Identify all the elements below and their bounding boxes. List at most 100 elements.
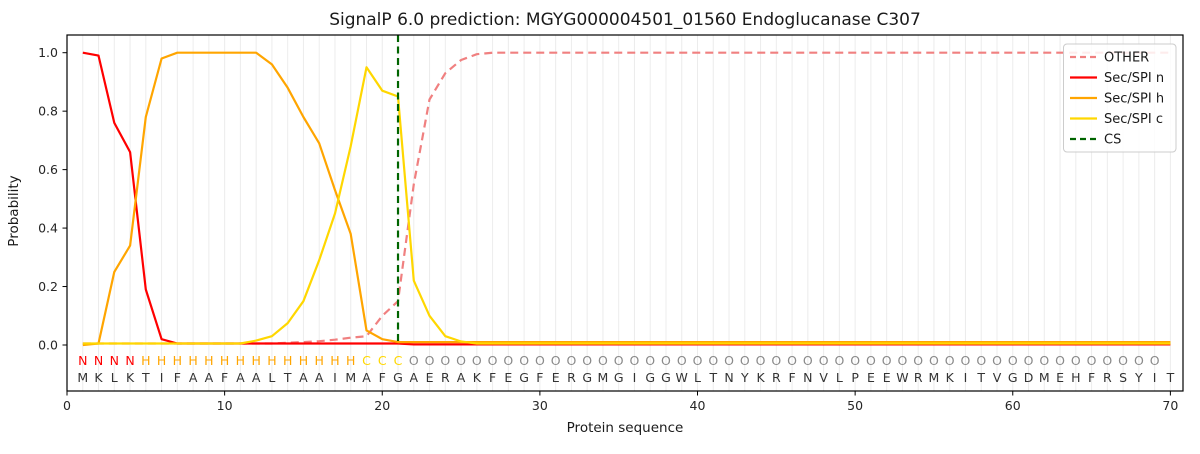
region-label-letter: H — [267, 353, 276, 368]
sequence-letter: T — [283, 370, 292, 385]
region-label-letter: O — [1024, 353, 1034, 368]
region-label-letter: O — [850, 353, 860, 368]
sequence-letter: F — [221, 370, 228, 385]
sequence-letter: R — [772, 370, 781, 385]
region-label-letter: H — [204, 353, 213, 368]
region-label-letter: N — [125, 353, 134, 368]
sequence-letter: E — [426, 370, 434, 385]
sequence-letter: T — [141, 370, 150, 385]
probability-curves — [82, 51, 1171, 347]
sequence-letter: L — [836, 370, 843, 385]
sequence-letter: L — [694, 370, 701, 385]
region-label-letter: H — [283, 353, 292, 368]
region-label-letter: H — [315, 353, 324, 368]
region-label-letter: H — [346, 353, 355, 368]
sequence-letter: G — [582, 370, 592, 385]
sequence-letter: R — [567, 370, 576, 385]
sequence-letter: A — [409, 370, 418, 385]
sequence-letter: G — [661, 370, 671, 385]
sequence-letter: N — [724, 370, 733, 385]
sequence-letter: F — [788, 370, 795, 385]
region-label-letter: O — [945, 353, 955, 368]
curve-sec-spi-c — [82, 66, 1171, 345]
sequence-letter: I — [633, 370, 637, 385]
region-label-letter: O — [598, 353, 608, 368]
region-label-letter: O — [929, 353, 939, 368]
region-label-letter: O — [961, 353, 971, 368]
sequence-letter: Y — [1134, 370, 1143, 385]
sequence-letter: K — [946, 370, 955, 385]
region-label-letter: H — [330, 353, 339, 368]
region-label-letter: N — [94, 353, 103, 368]
region-label-letter: O — [803, 353, 813, 368]
sequence-letter: A — [362, 370, 371, 385]
sequence-letter: E — [504, 370, 512, 385]
region-label-letter: H — [220, 353, 229, 368]
legend-label: Sec/SPI h — [1104, 92, 1164, 107]
sequence-letter: T — [976, 370, 985, 385]
region-label-letter: O — [503, 353, 513, 368]
region-label-letter: O — [787, 353, 797, 368]
region-label-letter: C — [362, 353, 371, 368]
region-label-letter: O — [771, 353, 781, 368]
region-label-letter: O — [1071, 353, 1081, 368]
sequence-letter: E — [883, 370, 891, 385]
sequence-letter: I — [333, 370, 337, 385]
sequence-letter: R — [1103, 370, 1112, 385]
legend-label: Sec/SPI n — [1104, 71, 1164, 86]
sequence-letter: I — [160, 370, 164, 385]
region-label-letter: O — [976, 353, 986, 368]
legend-label: CS — [1104, 133, 1121, 148]
sequence-letter: M — [345, 370, 356, 385]
region-label-letter: O — [898, 353, 908, 368]
sequence-letter: F — [174, 370, 181, 385]
x-axis-label: Protein sequence — [567, 420, 684, 436]
sequence-letter: W — [676, 370, 688, 385]
sequence-letter: T — [1166, 370, 1175, 385]
sequence-letter: I — [964, 370, 968, 385]
region-label-letter: O — [740, 353, 750, 368]
sequence-letter: A — [252, 370, 261, 385]
y-tick-label: 0.4 — [38, 220, 58, 235]
sequence-letter: A — [236, 370, 245, 385]
sequence-letter: E — [867, 370, 875, 385]
legend: OTHER Sec/SPI n Sec/SPI h Sec/SPI c CS — [1063, 43, 1177, 153]
sequence-letter: G — [393, 370, 403, 385]
legend-label: Sec/SPI c — [1104, 112, 1163, 127]
sequence-letter: G — [645, 370, 655, 385]
axis-ticks: 0 10 20 30 40 50 60 70 0.0 0.2 0.4 0.6 0.8 1.0 — [38, 45, 1178, 413]
plot-border — [66, 34, 1184, 392]
y-tick-label: 0.6 — [38, 162, 58, 177]
region-label-letter: O — [409, 353, 419, 368]
sequence-letter: V — [819, 370, 828, 385]
sequence-letter: Y — [740, 370, 749, 385]
y-tick-label: 0.0 — [38, 337, 58, 352]
sequence-letter: F — [536, 370, 543, 385]
sequence-letter: I — [1153, 370, 1157, 385]
region-label-letter: O — [551, 353, 561, 368]
region-label-letter: O — [756, 353, 766, 368]
sequence-letter: F — [489, 370, 496, 385]
region-label-letter: O — [913, 353, 923, 368]
sequence-letter: M — [598, 370, 609, 385]
sequence-letter: S — [1119, 370, 1127, 385]
sequence-letter: M — [1039, 370, 1050, 385]
sequence-letter: A — [457, 370, 466, 385]
curve-sec-spi-h — [82, 51, 1171, 347]
sequence-letter: G — [614, 370, 624, 385]
sequence-letter: K — [756, 370, 765, 385]
region-label-letter: O — [677, 353, 687, 368]
region-label-letter: O — [1055, 353, 1065, 368]
region-label-letter: O — [614, 353, 624, 368]
sequence-letter: F — [1088, 370, 1095, 385]
sequence-letter: T — [708, 370, 717, 385]
sequence-letter: K — [126, 370, 135, 385]
region-label-letter: H — [141, 353, 150, 368]
region-label-letter: O — [866, 353, 876, 368]
sequence-letter: A — [299, 370, 308, 385]
sequence-letter: L — [268, 370, 275, 385]
sequence-letter: P — [851, 370, 859, 385]
region-label-letter: O — [661, 353, 671, 368]
region-label-letter: O — [834, 353, 844, 368]
